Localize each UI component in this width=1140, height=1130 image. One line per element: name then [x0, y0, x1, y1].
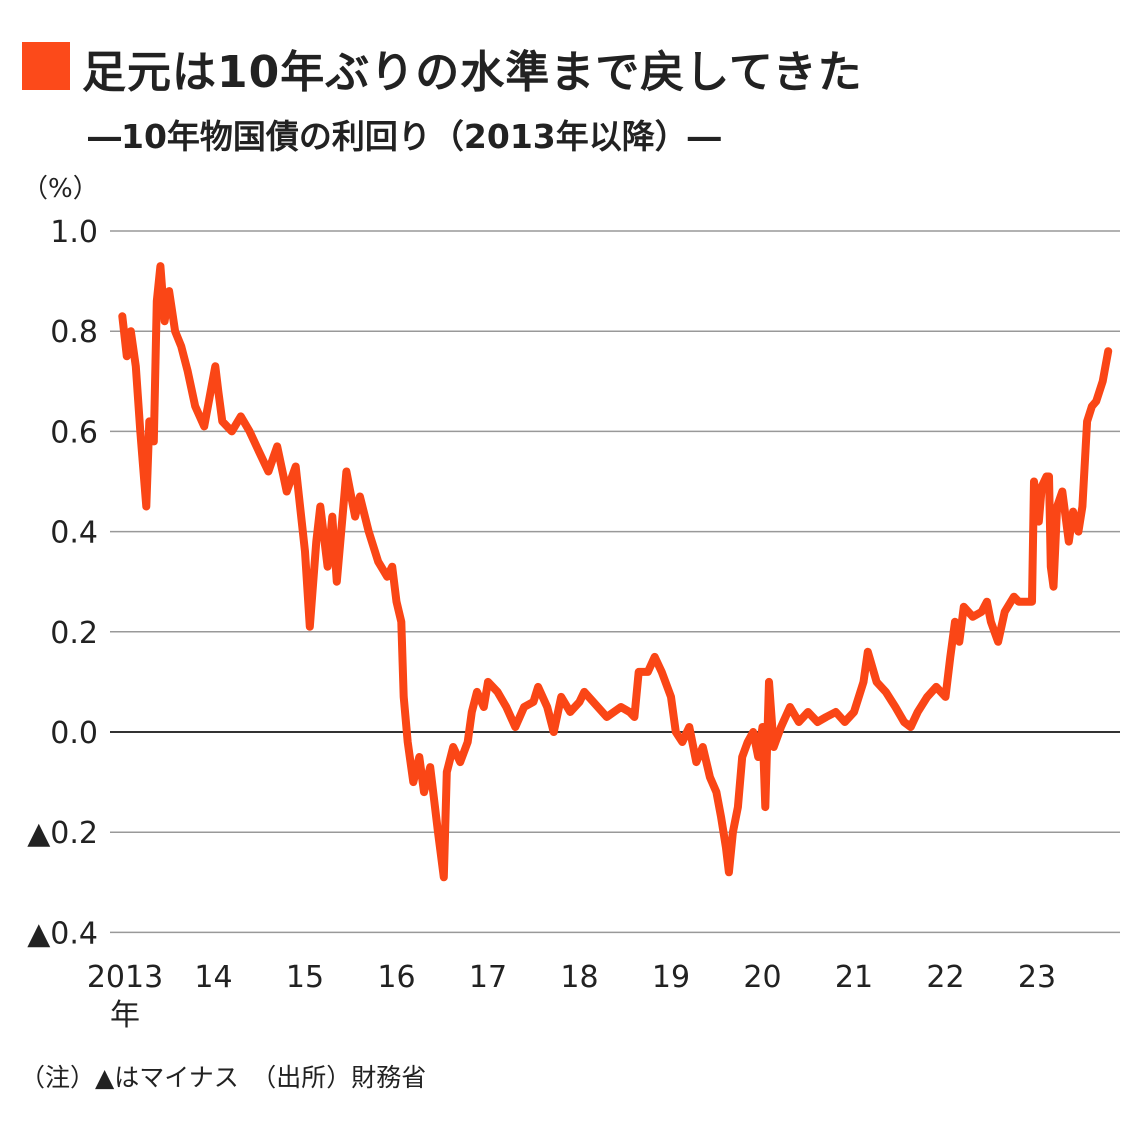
x-tick-label: 16: [377, 960, 415, 995]
x-tick-label: 14: [194, 960, 232, 995]
y-axis-unit: （%）: [22, 174, 99, 204]
y-tick-label: 0.0: [50, 716, 98, 751]
x-tick-label: 21: [835, 960, 873, 995]
x-tick-label: 20: [743, 960, 781, 995]
y-tick-label: ▲0.4: [27, 916, 98, 951]
y-tick-label: 0.6: [50, 415, 98, 450]
x-tick-label: 15: [286, 960, 324, 995]
footnote: （注）▲はマイナス （出所）財務省: [20, 1063, 427, 1092]
x-tick-label: 17: [469, 960, 507, 995]
x-tick-label: 22: [926, 960, 964, 995]
y-tick-label: 1.0: [50, 215, 98, 250]
y-tick-label: 0.4: [50, 516, 98, 551]
x-tick-label: 23: [1018, 960, 1056, 995]
yield-line: [118, 262, 1113, 882]
y-tick-label: ▲0.2: [27, 816, 98, 851]
title-color-square: [22, 42, 70, 90]
x-tick-label: 19: [652, 960, 690, 995]
chart-subtitle: ―10年物国債の利回り（2013年以降）―: [88, 117, 721, 156]
y-tick-label: 0.8: [50, 315, 98, 350]
chart-title: 足元は10年ぶりの水準まで戻してきた: [82, 47, 863, 98]
x-tick-year-suffix: 年: [110, 998, 140, 1033]
y-tick-label: 0.2: [50, 616, 98, 651]
x-tick-label: 18: [560, 960, 598, 995]
x-tick-label: 2013: [87, 960, 163, 995]
